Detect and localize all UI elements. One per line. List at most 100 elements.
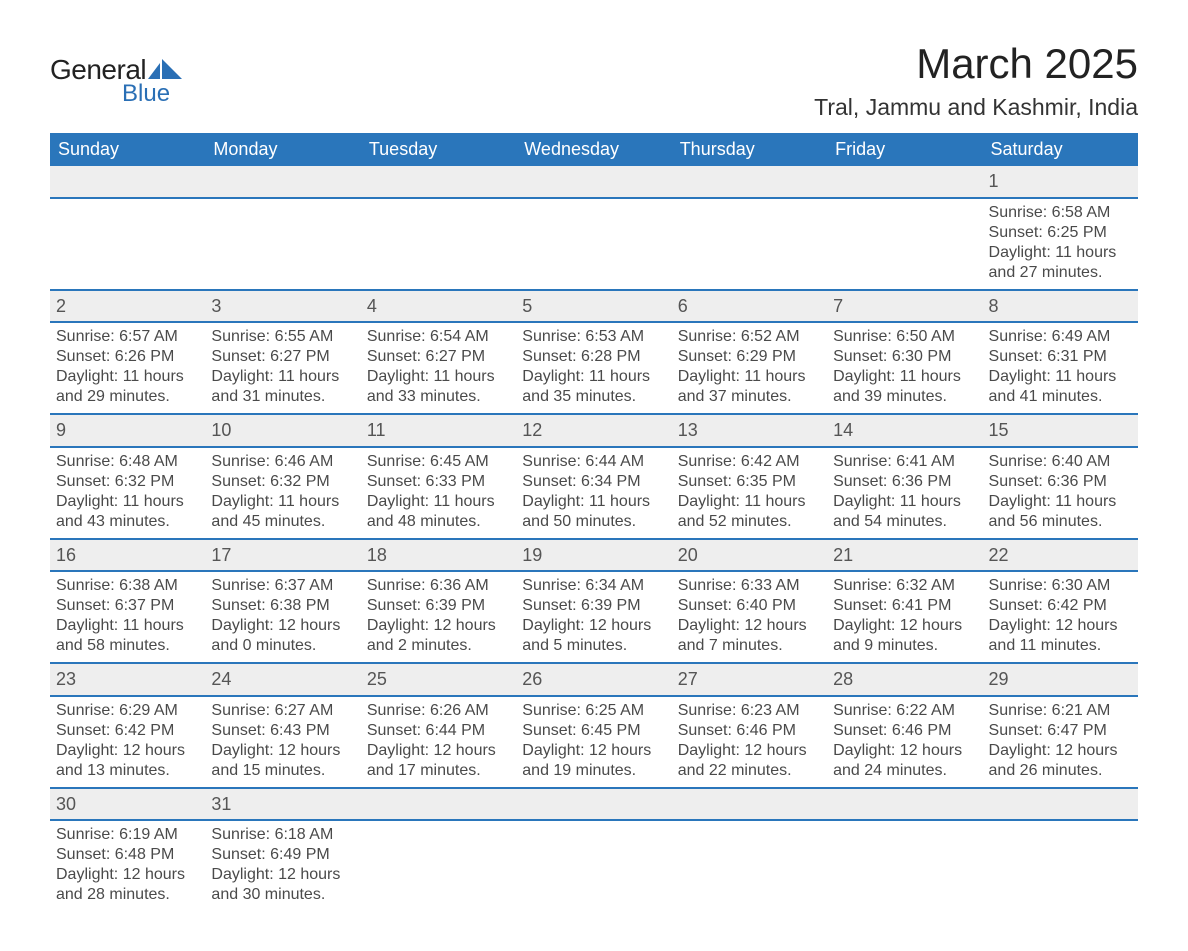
daylight-line1: Daylight: 11 hours <box>989 367 1132 387</box>
sunset-line: Sunset: 6:35 PM <box>678 472 821 492</box>
day-data-cell <box>516 820 671 911</box>
daylight-line2: and 17 minutes. <box>367 761 510 781</box>
day-data-cell: Sunrise: 6:29 AMSunset: 6:42 PMDaylight:… <box>50 696 205 788</box>
daylight-line1: Daylight: 12 hours <box>678 741 821 761</box>
sunset-line: Sunset: 6:32 PM <box>211 472 354 492</box>
day-number-cell: 13 <box>672 414 827 447</box>
day-data-cell: Sunrise: 6:58 AMSunset: 6:25 PMDaylight:… <box>983 198 1138 290</box>
sunrise-line: Sunrise: 6:40 AM <box>989 452 1132 472</box>
daylight-line1: Daylight: 11 hours <box>833 492 976 512</box>
daylight-line2: and 43 minutes. <box>56 512 199 532</box>
daylight-line1: Daylight: 12 hours <box>989 616 1132 636</box>
day-data-cell <box>827 198 982 290</box>
daylight-line1: Daylight: 11 hours <box>211 492 354 512</box>
sunset-line: Sunset: 6:42 PM <box>56 721 199 741</box>
daylight-line2: and 35 minutes. <box>522 387 665 407</box>
day-data-cell <box>672 820 827 911</box>
daylight-line2: and 5 minutes. <box>522 636 665 656</box>
day-number-cell <box>672 166 827 198</box>
sunset-line: Sunset: 6:31 PM <box>989 347 1132 367</box>
sunset-line: Sunset: 6:37 PM <box>56 596 199 616</box>
brand-word2: Blue <box>122 80 182 108</box>
daylight-line2: and 19 minutes. <box>522 761 665 781</box>
sunset-line: Sunset: 6:47 PM <box>989 721 1132 741</box>
day-data-cell: Sunrise: 6:46 AMSunset: 6:32 PMDaylight:… <box>205 447 360 539</box>
sunrise-line: Sunrise: 6:29 AM <box>56 701 199 721</box>
daylight-line2: and 0 minutes. <box>211 636 354 656</box>
calendar-daynum-row: 2345678 <box>50 290 1138 323</box>
daylight-line1: Daylight: 11 hours <box>522 367 665 387</box>
day-data-cell: Sunrise: 6:49 AMSunset: 6:31 PMDaylight:… <box>983 322 1138 414</box>
day-number-cell: 8 <box>983 290 1138 323</box>
sunset-line: Sunset: 6:43 PM <box>211 721 354 741</box>
day-data-cell <box>361 198 516 290</box>
sunrise-line: Sunrise: 6:44 AM <box>522 452 665 472</box>
day-data-cell: Sunrise: 6:30 AMSunset: 6:42 PMDaylight:… <box>983 571 1138 663</box>
calendar-table: SundayMondayTuesdayWednesdayThursdayFrid… <box>50 133 1138 911</box>
daylight-line2: and 58 minutes. <box>56 636 199 656</box>
day-number-cell <box>983 788 1138 821</box>
day-number-cell: 28 <box>827 663 982 696</box>
day-number-cell: 29 <box>983 663 1138 696</box>
day-data-cell: Sunrise: 6:32 AMSunset: 6:41 PMDaylight:… <box>827 571 982 663</box>
day-number-cell: 9 <box>50 414 205 447</box>
daylight-line2: and 29 minutes. <box>56 387 199 407</box>
sunrise-line: Sunrise: 6:21 AM <box>989 701 1132 721</box>
daylight-line2: and 33 minutes. <box>367 387 510 407</box>
daylight-line1: Daylight: 11 hours <box>56 616 199 636</box>
brand-logo: General Blue <box>50 40 182 108</box>
day-data-cell <box>983 820 1138 911</box>
daylight-line1: Daylight: 11 hours <box>367 492 510 512</box>
sunset-line: Sunset: 6:46 PM <box>833 721 976 741</box>
day-data-cell: Sunrise: 6:44 AMSunset: 6:34 PMDaylight:… <box>516 447 671 539</box>
day-number-cell <box>205 166 360 198</box>
sunset-line: Sunset: 6:46 PM <box>678 721 821 741</box>
calendar-data-row: Sunrise: 6:48 AMSunset: 6:32 PMDaylight:… <box>50 447 1138 539</box>
sunrise-line: Sunrise: 6:57 AM <box>56 327 199 347</box>
day-data-cell: Sunrise: 6:53 AMSunset: 6:28 PMDaylight:… <box>516 322 671 414</box>
daylight-line2: and 11 minutes. <box>989 636 1132 656</box>
sunrise-line: Sunrise: 6:53 AM <box>522 327 665 347</box>
calendar-daynum-row: 9101112131415 <box>50 414 1138 447</box>
day-number-cell: 12 <box>516 414 671 447</box>
daylight-line2: and 54 minutes. <box>833 512 976 532</box>
daylight-line1: Daylight: 11 hours <box>522 492 665 512</box>
daylight-line1: Daylight: 11 hours <box>989 492 1132 512</box>
sunset-line: Sunset: 6:36 PM <box>833 472 976 492</box>
daylight-line1: Daylight: 11 hours <box>211 367 354 387</box>
day-data-cell: Sunrise: 6:27 AMSunset: 6:43 PMDaylight:… <box>205 696 360 788</box>
day-number-cell: 19 <box>516 539 671 572</box>
sunrise-line: Sunrise: 6:58 AM <box>989 203 1132 223</box>
sunset-line: Sunset: 6:39 PM <box>367 596 510 616</box>
location-subtitle: Tral, Jammu and Kashmir, India <box>814 94 1138 121</box>
calendar-header-row: SundayMondayTuesdayWednesdayThursdayFrid… <box>50 133 1138 166</box>
day-number-cell: 2 <box>50 290 205 323</box>
calendar-data-row: Sunrise: 6:38 AMSunset: 6:37 PMDaylight:… <box>50 571 1138 663</box>
daylight-line1: Daylight: 11 hours <box>56 367 199 387</box>
day-data-cell <box>205 198 360 290</box>
daylight-line2: and 31 minutes. <box>211 387 354 407</box>
day-number-cell: 23 <box>50 663 205 696</box>
day-data-cell: Sunrise: 6:33 AMSunset: 6:40 PMDaylight:… <box>672 571 827 663</box>
sunset-line: Sunset: 6:41 PM <box>833 596 976 616</box>
sunrise-line: Sunrise: 6:46 AM <box>211 452 354 472</box>
day-number-cell <box>827 166 982 198</box>
day-number-cell: 27 <box>672 663 827 696</box>
weekday-header: Saturday <box>983 133 1138 166</box>
sunrise-line: Sunrise: 6:19 AM <box>56 825 199 845</box>
daylight-line1: Daylight: 12 hours <box>211 865 354 885</box>
daylight-line1: Daylight: 11 hours <box>367 367 510 387</box>
sunset-line: Sunset: 6:29 PM <box>678 347 821 367</box>
calendar-data-row: Sunrise: 6:57 AMSunset: 6:26 PMDaylight:… <box>50 322 1138 414</box>
sunset-line: Sunset: 6:27 PM <box>211 347 354 367</box>
calendar-daynum-row: 16171819202122 <box>50 539 1138 572</box>
daylight-line1: Daylight: 11 hours <box>678 492 821 512</box>
daylight-line1: Daylight: 12 hours <box>211 741 354 761</box>
day-data-cell: Sunrise: 6:25 AMSunset: 6:45 PMDaylight:… <box>516 696 671 788</box>
day-number-cell: 14 <box>827 414 982 447</box>
day-data-cell: Sunrise: 6:48 AMSunset: 6:32 PMDaylight:… <box>50 447 205 539</box>
day-data-cell: Sunrise: 6:45 AMSunset: 6:33 PMDaylight:… <box>361 447 516 539</box>
daylight-line2: and 9 minutes. <box>833 636 976 656</box>
sunrise-line: Sunrise: 6:37 AM <box>211 576 354 596</box>
day-number-cell: 22 <box>983 539 1138 572</box>
